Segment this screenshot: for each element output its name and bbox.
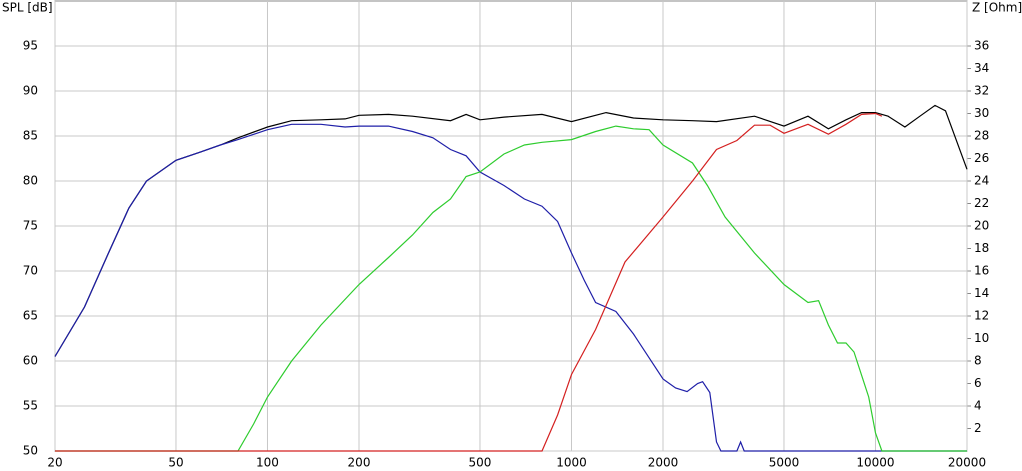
y2-tick-label: 16 bbox=[974, 264, 989, 278]
x-tick-label: 20000 bbox=[948, 456, 986, 470]
y-tick-label: 85 bbox=[23, 129, 38, 143]
y2-tick-label: 12 bbox=[974, 309, 989, 323]
y-tick-label: 50 bbox=[23, 444, 38, 458]
y-tick-label: 75 bbox=[23, 219, 38, 233]
y-tick-label: 80 bbox=[23, 174, 38, 188]
y-tick-label: 60 bbox=[23, 354, 38, 368]
y-axis-title: SPL [dB] bbox=[2, 1, 53, 15]
y2-tick-label: 20 bbox=[974, 219, 989, 233]
y2-tick-label: 28 bbox=[974, 129, 989, 143]
x-tick-label: 1000 bbox=[556, 456, 587, 470]
y-tick-label: 70 bbox=[23, 264, 38, 278]
x-tick-label: 2000 bbox=[648, 456, 679, 470]
x-tick-label: 500 bbox=[469, 456, 492, 470]
y2-tick-label: 26 bbox=[974, 151, 989, 165]
y2-tick-label: 22 bbox=[974, 196, 989, 210]
y2-tick-label: 6 bbox=[974, 376, 982, 390]
x-tick-label: 20 bbox=[47, 456, 62, 470]
series-line bbox=[54, 123, 967, 452]
y-tick-label: 95 bbox=[23, 39, 38, 53]
y2-axis-title: Z [Ohm] bbox=[972, 1, 1022, 15]
y-tick-label: 65 bbox=[23, 309, 38, 323]
y2-tick-label: 34 bbox=[974, 61, 989, 75]
y2-tick-label: 4 bbox=[974, 399, 982, 413]
x-tick-label: 5000 bbox=[769, 456, 800, 470]
series-line bbox=[55, 125, 967, 452]
y-tick-label: 90 bbox=[23, 84, 38, 98]
x-tick-label: 200 bbox=[348, 456, 371, 470]
series-line bbox=[55, 112, 883, 452]
y-tick-label: 55 bbox=[23, 399, 38, 413]
x-tick-label: 50 bbox=[168, 456, 183, 470]
y2-tick-label: 32 bbox=[974, 84, 989, 98]
y2-tick-label: 18 bbox=[974, 241, 989, 255]
x-tick-label: 100 bbox=[256, 456, 279, 470]
y2-tick-label: 2 bbox=[974, 421, 982, 435]
x-tick-label: 10000 bbox=[856, 456, 894, 470]
y2-tick-label: 8 bbox=[974, 354, 982, 368]
y2-tick-label: 10 bbox=[974, 331, 989, 345]
y2-tick-label: 24 bbox=[974, 174, 989, 188]
y2-tick-label: 14 bbox=[974, 286, 989, 300]
y2-tick-label: 30 bbox=[974, 106, 989, 120]
y2-tick-label: 36 bbox=[974, 39, 989, 53]
